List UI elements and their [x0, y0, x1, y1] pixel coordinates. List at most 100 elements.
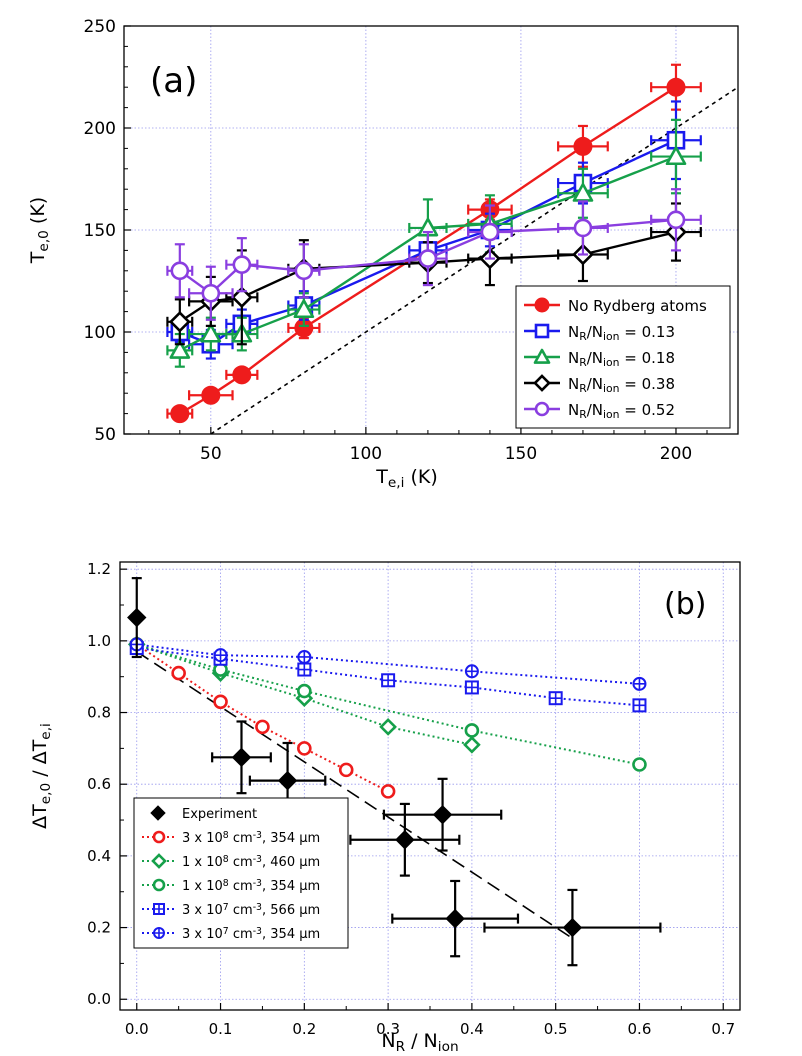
panel-a: 50 100 150 200 50 100 150 200 250 (a) Te,i (K) T… [27, 17, 739, 491]
legend-label: 1 x 108 cm-3, 460 μm [182, 854, 320, 870]
text-part: = 0.52 [619, 401, 675, 419]
panel-a-ticks: 50 100 150 200 50 100 150 200 250 [84, 17, 739, 464]
marker-open-triangle [665, 146, 687, 166]
marker-filled-circle [534, 297, 550, 313]
data-point [166, 243, 194, 299]
text-part: 7 [223, 902, 229, 913]
y-tick-label: 200 [84, 119, 116, 139]
series-4 [129, 637, 647, 691]
marker-open-circle [534, 401, 550, 417]
legend-entry: NR/Nion = 0.52 [524, 401, 675, 421]
text-part: / ΔT [29, 739, 51, 782]
marker-open-diamond [230, 286, 253, 309]
data-point [287, 292, 321, 327]
marker-open-circle [170, 261, 190, 281]
legend-entry: 3 x 108 cm-3, 354 μm [142, 830, 320, 846]
text-part: cm [229, 903, 253, 918]
text-part: N [568, 323, 579, 341]
text-part: (K) [404, 466, 437, 488]
data-point [297, 683, 312, 699]
text-part: R [579, 382, 587, 395]
marker-open-circle [380, 784, 396, 799]
x-tick-label: 0.5 [544, 1020, 568, 1038]
data-point [213, 648, 228, 663]
marker-plus [154, 904, 164, 914]
legend-entry: NR/Nion = 0.13 [524, 323, 675, 343]
y-tick-label: 0.6 [87, 775, 111, 793]
marker-plus [465, 665, 478, 678]
data-point [632, 676, 647, 691]
x-tick-label: 0.6 [628, 1020, 652, 1038]
x-tick-label: 150 [505, 444, 537, 464]
legend-entry: 1 x 108 cm-3, 354 μm [142, 878, 320, 894]
legend-label: Experiment [182, 807, 257, 822]
text-part: , 354 μm [262, 831, 320, 846]
data-point [166, 404, 194, 424]
text-part: /N [587, 323, 603, 341]
panel-b-series [127, 635, 647, 799]
y-tick-label: 250 [84, 17, 116, 37]
text-part: = 0.18 [619, 349, 675, 367]
legend-label: 3 x 107 cm-3, 354 μm [182, 926, 320, 942]
legend-label: 3 x 107 cm-3, 566 μm [182, 902, 320, 918]
text-part: 1 x 10 [182, 879, 223, 894]
marker-filled-diamond [150, 805, 166, 821]
series-2 [166, 118, 702, 368]
text-part: /N [587, 375, 603, 393]
text-part: = 0.13 [619, 323, 675, 341]
series-line [136, 643, 640, 766]
marker-filled-circle [201, 385, 221, 405]
legend-entry: No Rydberg atoms [524, 297, 707, 315]
marker-filled-circle [170, 404, 190, 424]
marker-open-circle [297, 741, 312, 756]
marker-open-circle [171, 665, 186, 681]
marker-plus [465, 681, 478, 694]
marker-open-circle [152, 878, 166, 892]
text-part: (K) [27, 197, 49, 230]
marker-open-triangle [293, 299, 315, 319]
data-point [650, 118, 702, 195]
data-point [463, 735, 481, 754]
text-part: R [579, 408, 587, 421]
marker-plus [633, 677, 646, 690]
legend-box [133, 797, 349, 949]
text-part: ion [603, 408, 619, 421]
legend-label: 3 x 108 cm-3, 354 μm [182, 830, 320, 846]
panel-b-legend: Experiment 3 x 108 cm-3, 354 μm 1 x 108 cm… [133, 797, 349, 949]
data-point [381, 673, 396, 688]
legend-entry: 3 x 107 cm-3, 566 μm [142, 902, 320, 918]
legend-entry: NR/Nion = 0.38 [524, 374, 675, 395]
marker-plus [298, 650, 311, 663]
text-part: 3 x 10 [182, 927, 223, 942]
text-part: N [568, 349, 579, 367]
x-tick-label: 0.2 [292, 1020, 316, 1038]
data-point [380, 784, 396, 799]
legend-label: NR/Nion = 0.13 [568, 323, 675, 343]
y-tick-label: 150 [84, 221, 116, 241]
marker-open-diamond [168, 310, 191, 333]
text-part: ion [603, 356, 619, 369]
panel-b: 0.0 0.1 0.2 0.3 0.4 0.5 0.6 0.7 0.0 0.2 0.4 0.6 0.8 1… [29, 560, 741, 1055]
marker-plus [633, 699, 646, 712]
experiment-point [211, 720, 272, 795]
marker-plus [214, 649, 227, 662]
text-part: ion [603, 330, 619, 343]
x-tick-label: 100 [350, 444, 382, 464]
panel-a-label: (a) [150, 61, 197, 101]
fit-line [136, 650, 573, 939]
x-tick-label: 0.4 [460, 1020, 484, 1038]
series-3 [129, 641, 647, 713]
marker-open-triangle [533, 348, 551, 364]
data-point [464, 723, 480, 738]
data-point [287, 243, 321, 299]
data-point [188, 385, 234, 405]
experiment-point [483, 888, 662, 967]
text-part: ion [603, 382, 619, 395]
data-point [297, 741, 312, 756]
text-part: -3 [253, 830, 262, 841]
marker-open-circle [213, 694, 228, 710]
text-part: 3 x 10 [182, 831, 223, 846]
marker-filled-circle [573, 136, 593, 156]
panel-b-fit-line [136, 650, 573, 939]
